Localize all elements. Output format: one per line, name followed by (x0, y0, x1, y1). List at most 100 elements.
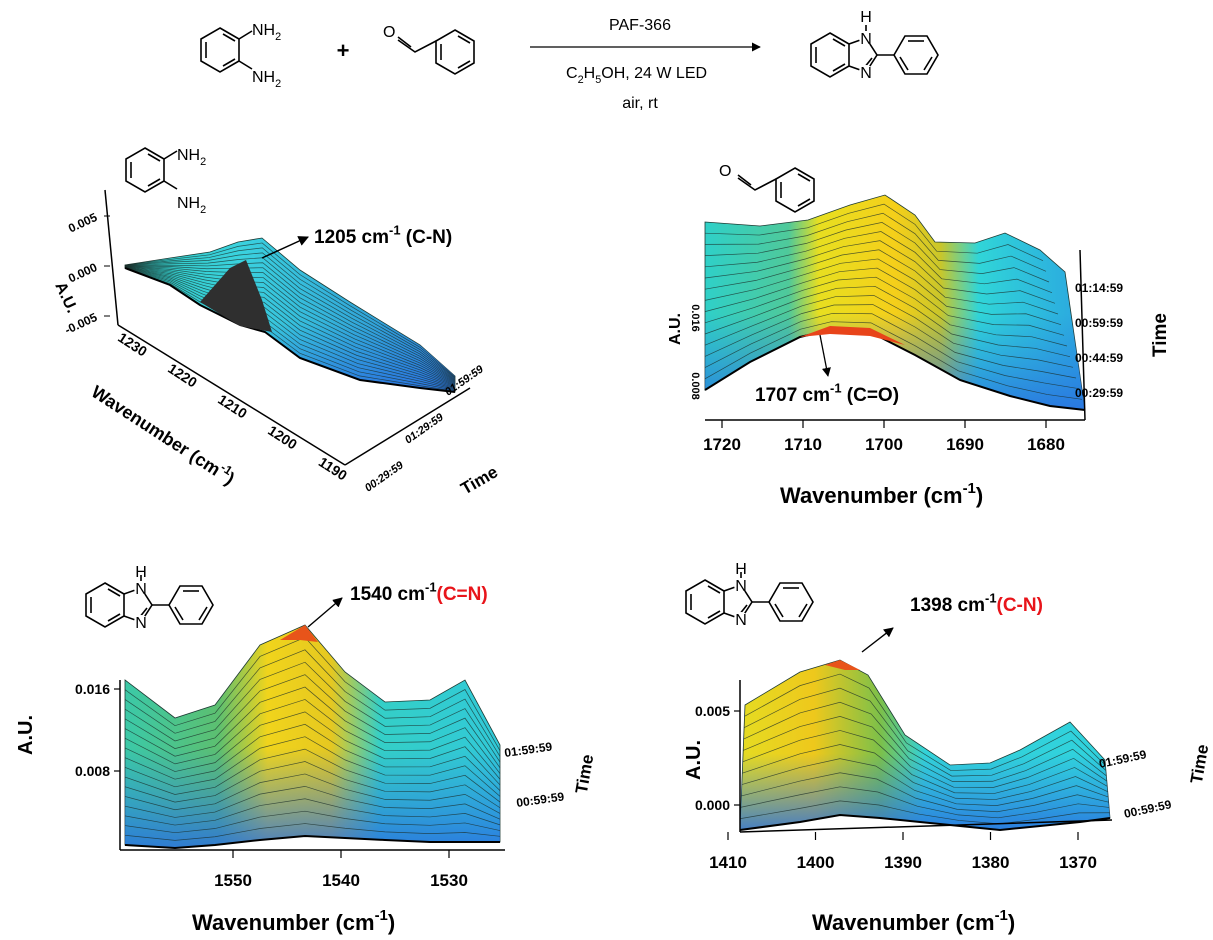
waterfall-line (124, 636, 501, 751)
x-axis-label: Wavenumber (cm-1) (812, 907, 1015, 935)
annotation-part: 1707 cm (755, 385, 830, 406)
substituent: NH2 (177, 147, 206, 168)
x-axis-label-part: -1 (963, 480, 976, 497)
surface-shade (125, 238, 455, 392)
annotation: 1707 cm-1 (C=O) (755, 380, 899, 406)
y-axis-label: A.U. (15, 715, 37, 755)
atom-label: N (135, 615, 147, 632)
waterfall-line (124, 761, 501, 809)
waterfall-line (124, 711, 501, 786)
conditions-part: 2 (578, 74, 584, 86)
x-tick-label: 1230 (115, 329, 150, 359)
x-axis-label-part: Wavenumber (cm (780, 483, 963, 508)
waterfall-line (742, 744, 1108, 800)
waterfall-line (124, 266, 456, 387)
substituent-part: NH (177, 195, 200, 212)
waterfall-line (740, 800, 1110, 825)
x-axis-label-part: ) (388, 910, 395, 935)
atom-label: H (735, 561, 747, 578)
waterfall-line (704, 312, 1080, 390)
y-tick-label: 0.005 (66, 210, 99, 236)
y-axis-label: A.U. (51, 280, 80, 316)
peak-highlight (800, 326, 905, 345)
waterfall-line (704, 249, 1059, 315)
waterfall-line (124, 723, 501, 791)
waterfall-line (704, 240, 1056, 304)
axis-line (344, 387, 471, 466)
y-tick-label: 0.005 (695, 703, 730, 719)
x-tick-label: 1190 (316, 454, 350, 484)
y-tick-label: 0.000 (66, 260, 99, 286)
waterfall-line (124, 810, 501, 834)
waterfall-line (124, 736, 501, 797)
waterfall-line (124, 686, 501, 774)
x-tick-label: 1710 (784, 435, 822, 454)
waterfall-line (124, 266, 456, 388)
waterfall-line (124, 785, 501, 820)
substituent-part: NH (252, 69, 275, 86)
x-tick-label: 1370 (1059, 853, 1097, 872)
x-tick-label: 1700 (865, 435, 903, 454)
benzene-ring (435, 29, 475, 75)
bond (397, 39, 437, 53)
time-tick-label: 00:44:59 (1075, 351, 1123, 365)
x-tick-label: 1530 (430, 871, 468, 890)
waterfall-line (743, 687, 1107, 777)
conditions: air, rt (622, 95, 658, 112)
time-tick-label: 01:14:59 (1075, 281, 1123, 295)
conditions: C2H5OH, 24 W LED (566, 65, 707, 86)
y-tick-label: 0.016 (689, 304, 701, 332)
waterfall-line (124, 266, 456, 385)
benzene-ring (775, 167, 815, 213)
axis-line (1079, 249, 1086, 421)
substituent-part: NH (177, 147, 200, 164)
waterfall-line (704, 222, 1050, 283)
atom-label: N (735, 612, 747, 629)
x-tick-label: 1550 (214, 871, 252, 890)
conditions-part: 5 (595, 74, 601, 86)
time-tick-label: 01:59:59 (1098, 747, 1148, 771)
waterfall-line (704, 304, 1077, 379)
waterfall-line (124, 823, 501, 841)
baseline (739, 813, 1111, 832)
x-tick-label: 1210 (215, 391, 250, 421)
peak-highlight (825, 660, 860, 670)
y-tick-label: 0.000 (695, 797, 730, 813)
x-tick-label: 1380 (972, 853, 1010, 872)
axis-line (117, 324, 346, 466)
surface-shade (705, 195, 1085, 410)
waterfall-line (744, 673, 1106, 771)
substituent-part: 2 (275, 78, 281, 90)
x-axis-label: Wavenumber (cm-1) (780, 480, 983, 508)
bond (163, 150, 178, 160)
time-tick-label: 00:59:59 (515, 789, 565, 810)
waterfall-line (124, 265, 456, 384)
annotation-part: 1205 cm (314, 227, 389, 248)
waterfall-line (124, 265, 456, 382)
x-axis-label-part: ) (976, 483, 983, 508)
conditions-part: C (566, 65, 578, 82)
annotation-part: (C=O) (842, 385, 900, 406)
bond (737, 174, 752, 186)
waterfall-line (124, 674, 501, 769)
annotation-part: -1 (425, 579, 436, 594)
substituent: NH2 (252, 22, 281, 43)
waterfall-line (124, 266, 456, 384)
annotation-part: (C-N) (997, 595, 1043, 616)
annotation-part: 1398 cm (910, 595, 985, 616)
x-axis-label-part: Wavenumber (cm (88, 382, 224, 480)
catalyst: PAF-366 (609, 17, 671, 34)
bond (163, 180, 178, 190)
bond (737, 177, 777, 191)
waterfall-line (704, 285, 1071, 358)
y-tick-label: 0.008 (75, 763, 110, 779)
atom-label: N (735, 578, 747, 595)
waterfall-line (124, 773, 501, 814)
substituent: NH2 (252, 69, 281, 90)
x-axis-label: Wavenumber (cm-1) (88, 379, 240, 489)
baseline (124, 267, 456, 393)
annotation-arrow (819, 334, 831, 377)
waterfall-line (124, 247, 456, 378)
